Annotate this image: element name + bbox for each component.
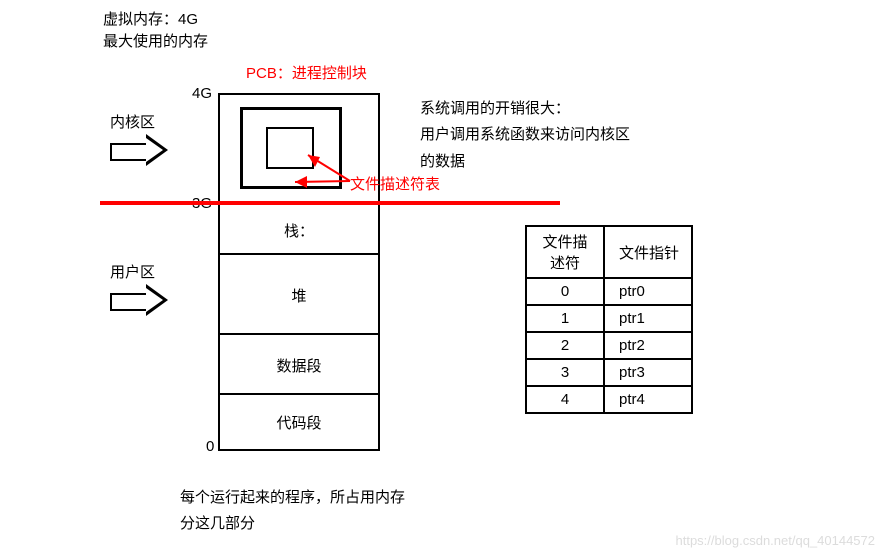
footer-note: 每个运行起来的程序，所占用内存 分这几部分 xyxy=(180,485,405,538)
mark-4g: 4G xyxy=(192,85,212,102)
fd-row: 4ptr4 xyxy=(526,386,692,413)
divider-3g-line xyxy=(100,201,560,205)
data-label: 数据段 xyxy=(276,355,321,376)
pcb-label: PCB：进程控制块 xyxy=(246,62,367,83)
heap-segment: 堆 xyxy=(218,253,380,337)
code-segment: 代码段 xyxy=(218,393,380,451)
footer-l1: 每个运行起来的程序，所占用内存 xyxy=(180,485,405,511)
fd-table: 文件描述符 文件指针 0ptr0 1ptr1 2ptr2 3ptr3 4ptr4 xyxy=(525,225,693,414)
fd-table-callout: 文件描述符表 xyxy=(350,173,440,194)
arrow-user xyxy=(110,288,170,316)
syscall-l3: 的数据 xyxy=(420,149,630,175)
code-label: 代码段 xyxy=(276,412,321,433)
syscall-l1: 系统调用的开销很大： xyxy=(420,96,630,122)
header-line2: 最大使用的内存 xyxy=(103,30,208,51)
stack-label: 栈： xyxy=(284,220,314,241)
fd-row: 0ptr0 xyxy=(526,278,692,305)
stack-segment: 栈： xyxy=(218,203,380,257)
pcb-inner-box xyxy=(266,127,314,169)
syscall-note: 系统调用的开销很大： 用户调用系统函数来访问内核区 的数据 xyxy=(420,96,630,175)
fd-header-row: 文件描述符 文件指针 xyxy=(526,226,692,278)
header-line1: 虚拟内存：4G xyxy=(103,8,198,29)
fd-row: 1ptr1 xyxy=(526,305,692,332)
syscall-l2: 用户调用系统函数来访问内核区 xyxy=(420,122,630,148)
fd-col2-header: 文件指针 xyxy=(604,226,692,278)
user-area-label: 用户区 xyxy=(110,261,155,282)
mark-0: 0 xyxy=(206,438,214,455)
fd-row: 3ptr3 xyxy=(526,359,692,386)
footer-l2: 分这几部分 xyxy=(180,511,405,537)
kernel-area-label: 内核区 xyxy=(110,111,155,132)
data-segment: 数据段 xyxy=(218,333,380,397)
fd-row: 2ptr2 xyxy=(526,332,692,359)
heap-label: 堆 xyxy=(291,285,306,306)
arrow-kernel xyxy=(110,138,170,166)
watermark: https://blog.csdn.net/qq_40144572 xyxy=(676,533,876,548)
fd-col1-header: 文件描述符 xyxy=(526,226,604,278)
